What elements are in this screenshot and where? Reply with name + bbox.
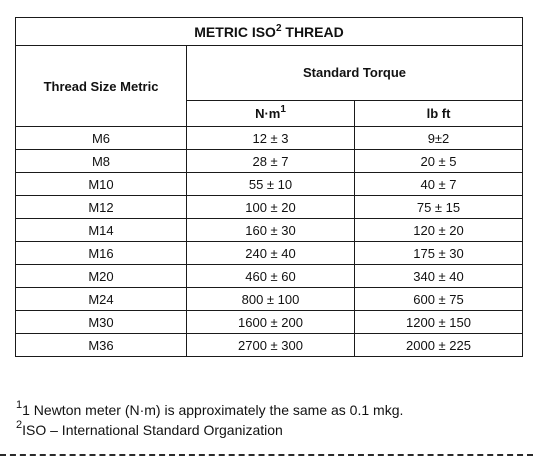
cell-thread-size: M20 <box>15 264 187 288</box>
cell-thread-size: M12 <box>15 195 187 219</box>
cell-torque-lbft: 340 ± 40 <box>354 264 523 288</box>
cell-thread-size: M6 <box>15 126 187 150</box>
cell-torque-lbft: 175 ± 30 <box>354 241 523 265</box>
footnote-2: 2ISO – International Standard Organizati… <box>16 419 283 439</box>
footnotes: 11 Newton meter (N·m) is approximately t… <box>16 400 403 440</box>
table-row: M6 12 ± 3 9±2 <box>15 126 523 150</box>
table-row: M12 100 ± 20 75 ± 15 <box>15 195 523 219</box>
cell-torque-lbft: 1200 ± 150 <box>354 310 523 334</box>
cell-torque-lbft: 120 ± 20 <box>354 218 523 242</box>
cell-thread-size: M30 <box>15 310 187 334</box>
torque-table: METRIC ISO2 THREAD Thread Size Metric St… <box>15 17 523 357</box>
cell-torque-nm: 55 ± 10 <box>186 172 355 196</box>
cell-torque-nm: 12 ± 3 <box>186 126 355 150</box>
footnote-1: 11 Newton meter (N·m) is approximately t… <box>16 399 404 419</box>
table-row: M10 55 ± 10 40 ± 7 <box>15 172 523 196</box>
cell-torque-nm: 1600 ± 200 <box>186 310 355 334</box>
header-standard-torque: Standard Torque <box>186 45 523 101</box>
table-body: M6 12 ± 3 9±2 M8 28 ± 7 20 ± 5 M10 55 ± 10 40 ± … <box>15 126 523 357</box>
cell-thread-size: M24 <box>15 287 187 311</box>
cell-torque-nm: 240 ± 40 <box>186 241 355 265</box>
cell-torque-lbft: 2000 ± 225 <box>354 333 523 357</box>
cell-thread-size: M14 <box>15 218 187 242</box>
cell-thread-size: M36 <box>15 333 187 357</box>
table-row: M24 800 ± 100 600 ± 75 <box>15 287 523 311</box>
cell-torque-lbft: 600 ± 75 <box>354 287 523 311</box>
torque-spec-sheet: METRIC ISO2 THREAD Thread Size Metric St… <box>15 17 523 357</box>
cell-torque-lbft: 75 ± 15 <box>354 195 523 219</box>
cell-torque-nm: 100 ± 20 <box>186 195 355 219</box>
header-thread-size: Thread Size Metric <box>15 45 187 127</box>
header-nm: N·m1 <box>186 99 355 128</box>
cell-torque-nm: 2700 ± 300 <box>186 333 355 357</box>
table-row: M20 460 ± 60 340 ± 40 <box>15 264 523 288</box>
cell-torque-lbft: 20 ± 5 <box>354 149 523 173</box>
header-lbft: lb ft <box>354 99 523 128</box>
table-row: M8 28 ± 7 20 ± 5 <box>15 149 523 173</box>
cell-torque-nm: 800 ± 100 <box>186 287 355 311</box>
table-row: M30 1600 ± 200 1200 ± 150 <box>15 310 523 334</box>
cell-torque-lbft: 40 ± 7 <box>354 172 523 196</box>
table-row: M36 2700 ± 300 2000 ± 225 <box>15 333 523 357</box>
cell-thread-size: M10 <box>15 172 187 196</box>
table-row: M16 240 ± 40 175 ± 30 <box>15 241 523 265</box>
dashed-divider <box>0 454 533 456</box>
table-title: METRIC ISO2 THREAD <box>15 17 523 46</box>
cell-thread-size: M8 <box>15 149 187 173</box>
cell-torque-nm: 160 ± 30 <box>186 218 355 242</box>
cell-torque-nm: 28 ± 7 <box>186 149 355 173</box>
cell-torque-lbft: 9±2 <box>354 126 523 150</box>
cell-torque-nm: 460 ± 60 <box>186 264 355 288</box>
table-row: M14 160 ± 30 120 ± 20 <box>15 218 523 242</box>
cell-thread-size: M16 <box>15 241 187 265</box>
